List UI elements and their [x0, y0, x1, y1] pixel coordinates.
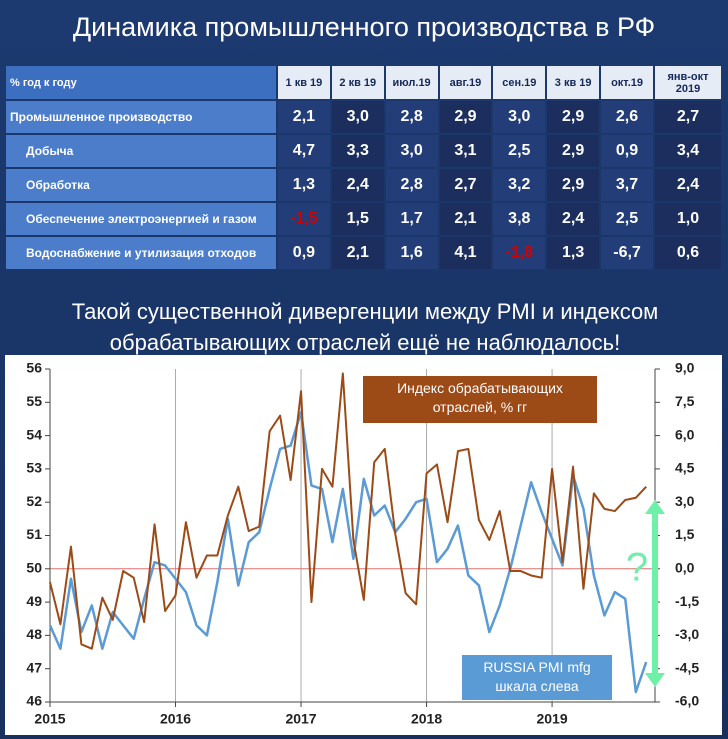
cell: 2,1 — [439, 203, 492, 235]
table-row: Добыча 4,7 3,3 3,0 3,1 2,5 2,9 0,9 3,4 — [6, 135, 721, 167]
title: Динамика промышленного производства в РФ — [72, 12, 656, 42]
arrow-head — [645, 500, 665, 514]
cell: 2,9 — [547, 135, 600, 167]
y-tick-label: 52 — [26, 493, 42, 509]
cell: -1,8 — [493, 237, 546, 269]
column-header: сен.19 — [493, 66, 546, 99]
cell: 3,2 — [493, 169, 546, 201]
row-label: Водоснабжение и утилизация отходов — [6, 237, 276, 269]
cell: 4,1 — [439, 237, 492, 269]
y-tick-label: 53 — [26, 460, 42, 476]
table-row: Обеспечение электроэнергией и газом -1,5 1… — [6, 203, 721, 235]
cell: 2,8 — [385, 101, 438, 133]
y-tick-label: 56 — [26, 360, 42, 376]
annotation: ? — [626, 546, 648, 590]
x-tick-label: 2017 — [285, 711, 316, 727]
y2-tick-label: -1,5 — [675, 593, 699, 609]
table-row: Обработка 1,3 2,4 2,8 2,7 3,2 2,9 3,7 2,4 — [6, 169, 721, 201]
cell: 1,5 — [331, 203, 384, 235]
cell: 2,5 — [601, 203, 653, 235]
cell: -6,7 — [601, 237, 653, 269]
cell: 0,6 — [655, 237, 721, 269]
y-tick-label: 50 — [26, 560, 42, 576]
cell: 2,9 — [547, 169, 600, 201]
cell: -1,5 — [278, 203, 330, 235]
y-tick-label: 46 — [26, 693, 42, 709]
column-header: 1 кв 19 — [278, 66, 330, 99]
column-header: 3 кв 19 — [547, 66, 600, 99]
cell: 2,8 — [385, 169, 438, 201]
cell: 2,1 — [331, 237, 384, 269]
cell: 2,7 — [439, 169, 492, 201]
y-tick-label: 51 — [26, 526, 42, 542]
y2-tick-label: 1,5 — [675, 526, 695, 542]
y2-tick-label: 9,0 — [675, 360, 695, 376]
column-header: % год к году — [6, 66, 276, 99]
cell: 1,7 — [385, 203, 438, 235]
cell: 2,1 — [278, 101, 330, 133]
y2-tick-label: 4,5 — [675, 460, 695, 476]
cell: 2,9 — [439, 101, 492, 133]
y2-tick-label: 3,0 — [675, 493, 695, 509]
y2-tick-label: -3,0 — [675, 626, 699, 642]
x-tick-label: 2019 — [536, 711, 567, 727]
y-tick-label: 55 — [26, 393, 42, 409]
cell: 2,7 — [655, 101, 721, 133]
y-tick-label: 54 — [26, 426, 42, 442]
x-tick-label: 2016 — [160, 711, 191, 727]
cell: 2,5 — [493, 135, 546, 167]
column-header: янв-окт 2019 — [655, 66, 721, 99]
cell: 2,6 — [601, 101, 653, 133]
table-row: % год к году 1 кв 19 2 кв 19 июл.19 авг.19 се… — [6, 66, 721, 99]
table-row: Промышленное производство 2,1 3,0 2,8 2,9 3,0… — [6, 101, 721, 133]
legend-entry: RUSSIA PMI mfg шкала слева — [462, 655, 612, 700]
cell: 3,0 — [385, 135, 438, 167]
series-line — [49, 372, 647, 650]
cell: 3,7 — [601, 169, 653, 201]
cell: 3,0 — [331, 101, 384, 133]
x-tick-label: 2015 — [34, 711, 65, 727]
arrow-head — [645, 673, 665, 687]
cell: 1,6 — [385, 237, 438, 269]
table-row: Водоснабжение и утилизация отходов 0,9 2,1… — [6, 237, 721, 269]
legend-entry: Индекс обрабатывающих отраслей, % гг — [363, 376, 597, 423]
y-tick-label: 47 — [26, 659, 42, 675]
y2-tick-label: 6,0 — [675, 426, 695, 442]
row-label: Обработка — [6, 169, 276, 201]
cell: 3,1 — [439, 135, 492, 167]
y2-tick-label: 0,0 — [675, 560, 695, 576]
row-label: Обеспечение электроэнергией и газом — [6, 203, 276, 235]
column-header: 2 кв 19 — [331, 66, 384, 99]
cell: 3,0 — [493, 101, 546, 133]
cell: 2,4 — [655, 169, 721, 201]
cell: 2,9 — [547, 101, 600, 133]
column-header: июл.19 — [385, 66, 438, 99]
table: % год к году 1 кв 19 2 кв 19 июл.19 авг.19 се… — [4, 64, 723, 271]
cell: 3,3 — [331, 135, 384, 167]
cell: 4,7 — [278, 135, 330, 167]
y2-tick-label: 7,5 — [675, 393, 695, 409]
cell: 3,4 — [655, 135, 721, 167]
column-header: окт.19 — [601, 66, 653, 99]
column-header: авг.19 — [439, 66, 492, 99]
cell: 1,3 — [278, 169, 330, 201]
cell: 2,4 — [547, 203, 600, 235]
row-label: Добыча — [6, 135, 276, 167]
y2-tick-label: -6,0 — [675, 693, 699, 709]
cell: 2,4 — [331, 169, 384, 201]
cell: 0,9 — [278, 237, 330, 269]
y-tick-label: 49 — [26, 593, 42, 609]
cell: 1,0 — [655, 203, 721, 235]
y-tick-label: 48 — [26, 626, 42, 642]
row-label: Промышленное производство — [6, 101, 276, 133]
x-tick-label: 2018 — [411, 711, 442, 727]
cell: 1,3 — [547, 237, 600, 269]
cell: 3,8 — [493, 203, 546, 235]
subtitle: Такой существенной дивергенции между PMI… — [71, 299, 659, 355]
cell: 0,9 — [601, 135, 653, 167]
y2-tick-label: -4,5 — [675, 659, 699, 675]
